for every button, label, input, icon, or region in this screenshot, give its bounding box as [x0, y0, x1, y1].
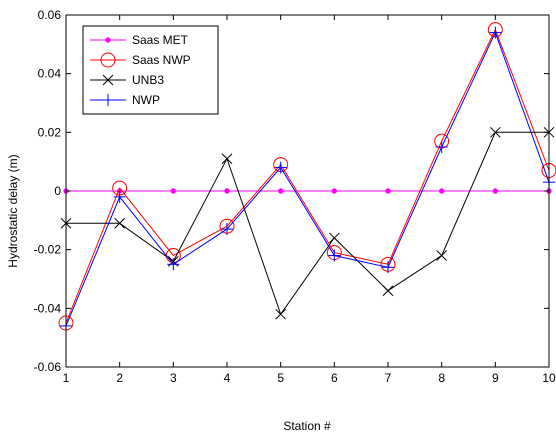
series-line-unb3 [66, 131, 549, 316]
legend-item-nwp: NWP [90, 93, 160, 107]
y-tick-label: -0.04 [34, 301, 62, 315]
data-point-nwp [167, 258, 180, 271]
data-point-unb3 [489, 126, 501, 138]
x-marker-stroke [328, 232, 340, 244]
legend-label: Saas MET [132, 33, 189, 47]
series-line-nwp [65, 31, 550, 327]
data-point-nwp [328, 249, 341, 262]
x-marker-stroke [382, 285, 394, 297]
y-tick-label: -0.06 [34, 360, 62, 374]
x-tick-label: 6 [331, 371, 338, 385]
legend-item-unb3: UNB3 [90, 73, 164, 87]
data-point-unb3 [275, 308, 287, 320]
data-point-nwp [435, 141, 448, 153]
legend-item-saas-nwp: Saas NWP [90, 52, 191, 68]
data-point-unb3 [328, 232, 340, 244]
x-axis-label: Station # [283, 419, 331, 433]
x-marker-stroke [489, 126, 501, 138]
data-point-saas-met [438, 188, 445, 194]
x-marker-stroke [114, 217, 126, 229]
legend: Saas MET Saas NWP UNB3 NWP [82, 25, 219, 115]
y-tick-label: 0.02 [38, 125, 62, 139]
data-point-saas-met [492, 188, 499, 194]
y-axis-label: Hydrostatic delay (m) [6, 154, 20, 267]
x-tick-label: 5 [277, 371, 284, 385]
data-point-unb3 [436, 250, 448, 261]
x-marker-stroke [275, 308, 287, 320]
x-tick-label: 9 [492, 371, 499, 385]
data-point-saas-met [385, 188, 391, 194]
legend-label: Saas NWP [132, 53, 191, 67]
data-point-unb3 [114, 217, 126, 229]
x-tick-label: 10 [542, 371, 556, 385]
data-point-nwp [274, 161, 287, 174]
data-point-unb3 [221, 153, 233, 165]
y-tick-label: 0 [54, 184, 61, 198]
series-nwp [60, 26, 555, 332]
x-tick-label: 4 [224, 371, 231, 385]
x-tick-label: 8 [438, 371, 445, 385]
legend-label: NWP [132, 93, 160, 107]
data-point-saas-met [170, 188, 177, 194]
legend-swatch-marker [100, 52, 116, 68]
x-marker-stroke [102, 74, 114, 86]
x-marker-stroke [436, 250, 448, 261]
x-tick-label: 3 [170, 371, 177, 385]
legend-swatch-marker [102, 74, 114, 86]
y-tick-label: -0.02 [34, 243, 62, 257]
x-tick-label: 7 [385, 371, 392, 385]
data-point-saas-met [224, 188, 230, 194]
plot-area [58, 22, 556, 332]
data-point-saas-met [277, 188, 284, 194]
series-saas-met [63, 188, 552, 194]
x-tick-label: 2 [116, 371, 123, 385]
x-marker-stroke [221, 153, 233, 165]
data-point-saas-met [331, 188, 338, 194]
series-line-saas-nwp [65, 28, 550, 324]
legend-swatch-marker [105, 37, 111, 43]
y-tick-label: 0.06 [38, 8, 62, 22]
data-point-unb3 [382, 285, 394, 297]
y-tick-label: 0.04 [38, 67, 62, 81]
x-tick-label: 1 [63, 371, 70, 385]
data-point-nwp [221, 223, 233, 236]
legend-swatch-marker [102, 94, 114, 106]
data-point-nwp [489, 26, 502, 39]
axes: 1 2 3 4 5 6 7 8 9 10 -0.06 -0.04 -0.02 0 0.02 0.04 0.06 [34, 8, 556, 385]
legend-item-saas-met: Saas MET [90, 33, 189, 47]
data-point-nwp [113, 190, 126, 203]
data-point-nwp [382, 261, 394, 274]
legend-label: UNB3 [132, 73, 164, 87]
